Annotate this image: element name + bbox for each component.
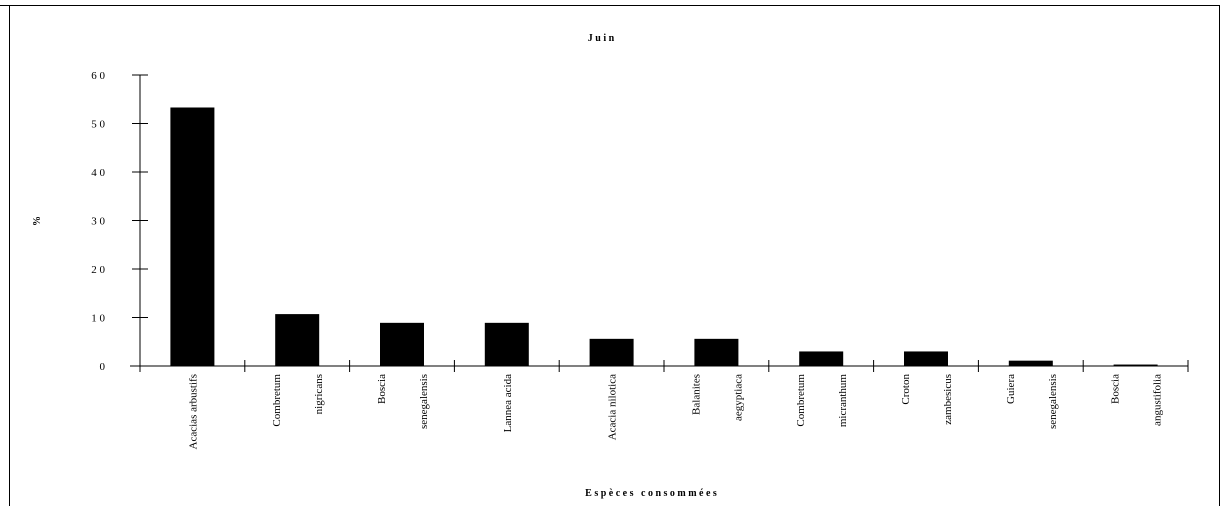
bar (484, 322, 529, 366)
x-tick-label: Balanites (690, 374, 702, 415)
y-tick-label: 1 0 (91, 313, 105, 325)
x-tick-label: angustifolia (1152, 374, 1164, 426)
y-tick-label: 2 0 (91, 264, 105, 276)
x-tick-label: Boscia (1110, 374, 1122, 404)
x-tick-label: nigricans (313, 374, 325, 414)
y-tick-label: 5 0 (91, 119, 105, 131)
y-tick-label: 3 0 (91, 216, 105, 228)
bar (589, 338, 634, 366)
x-tick-label: aegyptiaca (732, 374, 744, 421)
bar (275, 314, 320, 366)
x-labels: Acacias arbustifs Combretum nigricans Bosci… (187, 374, 1163, 450)
x-tick-label: senegalensis (1047, 374, 1059, 429)
bars (170, 107, 1158, 367)
x-tick-label: Combretum (271, 374, 283, 427)
x-tick-label: Guiera (1005, 374, 1017, 404)
bar (380, 322, 424, 366)
bar (799, 351, 844, 366)
x-tick-label: Boscia (376, 374, 388, 404)
x-ticks (139, 360, 1189, 372)
y-axis-label: % (32, 216, 43, 226)
x-tick-label: Acacia nilotica (607, 374, 619, 440)
y-tick-label: 0 (100, 361, 106, 373)
chart-frame (9, 5, 1220, 506)
chart-title: J u i n (588, 33, 615, 44)
y-tick-label: 6 0 (91, 70, 105, 82)
x-tick-label: Croton (900, 374, 912, 405)
bar (904, 351, 948, 366)
x-tick-label: Lannea acida (502, 374, 514, 432)
bar (170, 107, 215, 367)
x-tick-label: Combretum (795, 374, 807, 427)
y-ticks: 0 1 0 2 0 3 0 4 0 5 0 6 0 (91, 70, 148, 373)
frame-top-left-line (0, 5, 9, 6)
x-tick-label: zambesicus (942, 374, 954, 425)
x-axis-label: E s p è c e s c o n s o m m é e s (585, 488, 717, 499)
x-tick-label: Acacias arbustifs (187, 374, 199, 449)
bar (1008, 360, 1053, 366)
x-tick-label: senegalensis (418, 374, 430, 429)
bar (694, 338, 739, 366)
x-tick-label: micranthum (837, 374, 849, 428)
y-tick-label: 4 0 (91, 167, 105, 179)
bar (1113, 364, 1158, 366)
